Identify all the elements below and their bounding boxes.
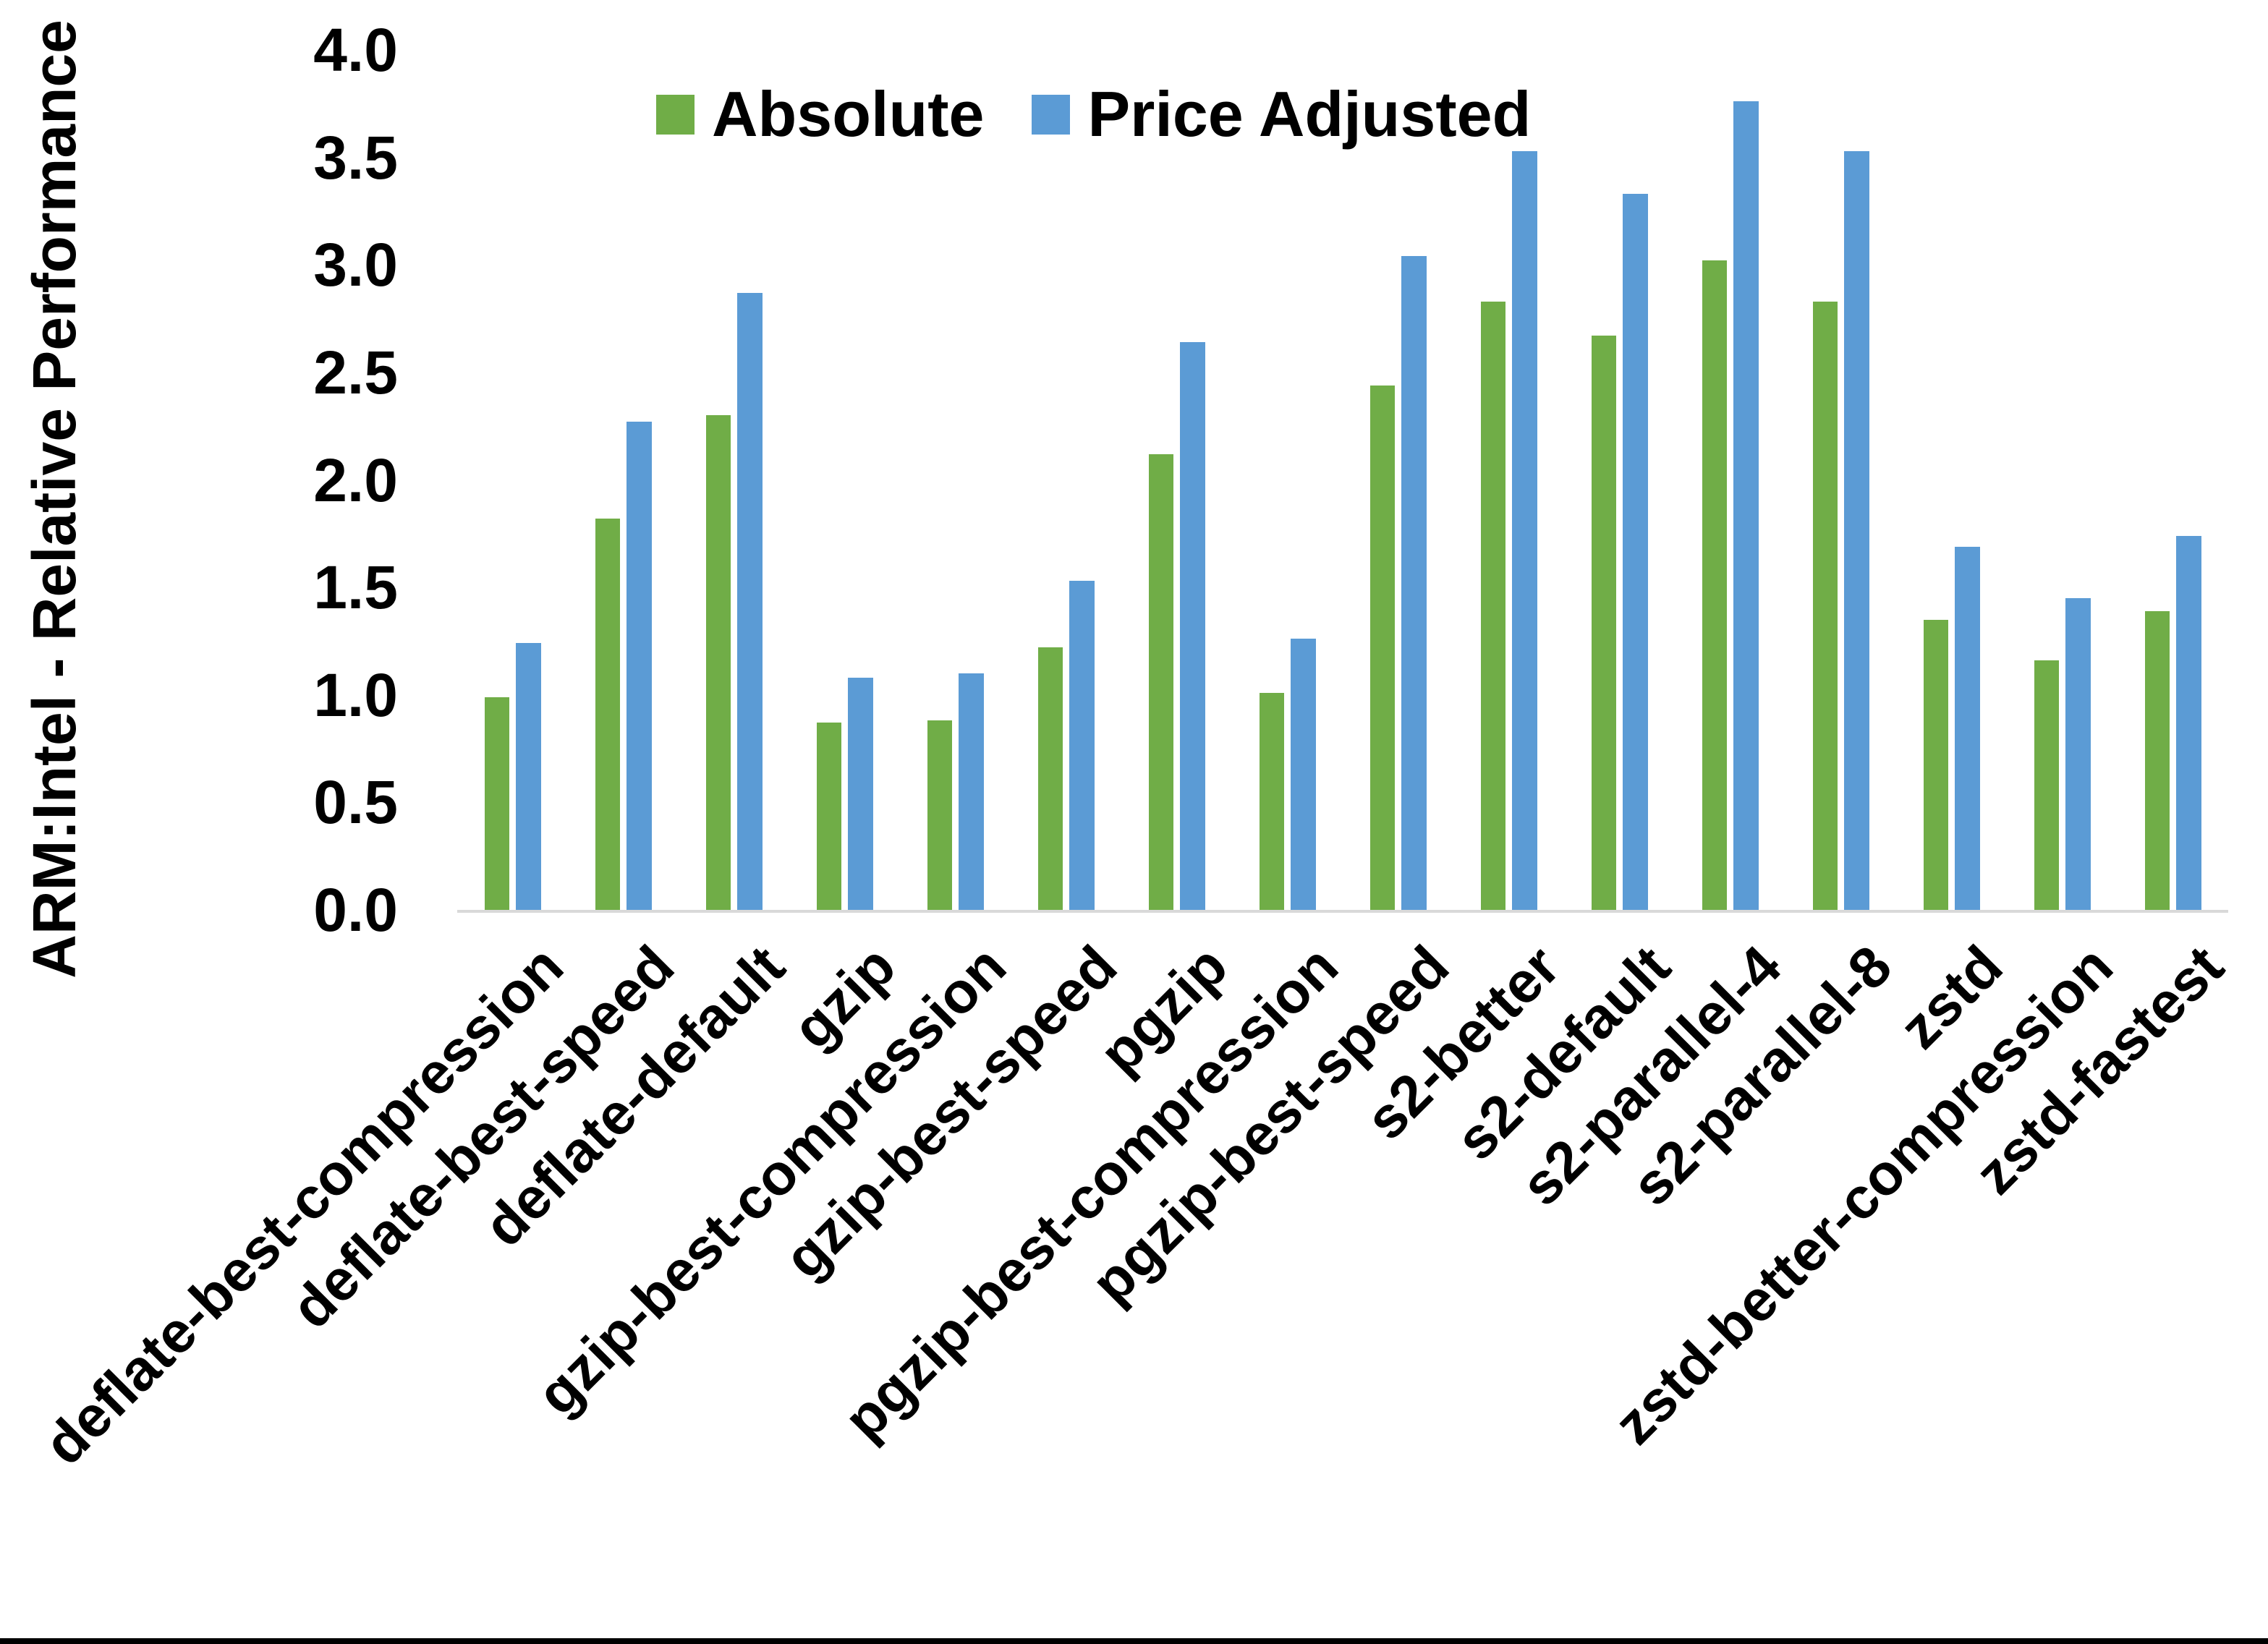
bar-price-adjusted-deflate-best-compression xyxy=(516,643,541,910)
legend-item-absolute: Absolute xyxy=(656,78,985,150)
legend-label-absolute: Absolute xyxy=(712,78,985,150)
bar-price-adjusted-zstd-better-compression xyxy=(2065,597,2091,910)
y-tick-label-0.5: 0.5 xyxy=(313,768,398,837)
bar-absolute-zstd-better-compression xyxy=(2034,660,2059,910)
y-tick-label-1.0: 1.0 xyxy=(313,660,398,729)
bar-price-adjusted-s2-parallel-8 xyxy=(1844,150,1869,910)
y-tick-label-3.0: 3.0 xyxy=(313,231,398,299)
bar-price-adjusted-pgzip-best-speed xyxy=(1401,256,1427,910)
bar-price-adjusted-s2-default xyxy=(1623,194,1648,910)
bar-price-adjusted-gzip-best-compression xyxy=(959,673,984,910)
bar-price-adjusted-zstd-fastest xyxy=(2176,535,2201,910)
bar-price-adjusted-gzip xyxy=(848,677,873,910)
y-tick-label-1.5: 1.5 xyxy=(313,553,398,622)
legend-swatch-price-adjusted-icon xyxy=(1032,94,1071,135)
bar-absolute-pgzip xyxy=(1149,453,1173,910)
bar-price-adjusted-zstd xyxy=(1955,546,1980,910)
x-axis-line xyxy=(457,910,2228,913)
bar-price-adjusted-deflate-default xyxy=(737,292,763,910)
bar-absolute-deflate-default xyxy=(706,415,731,910)
bar-price-adjusted-pgzip xyxy=(1180,342,1205,910)
bar-absolute-gzip-best-speed xyxy=(1038,647,1063,910)
bar-absolute-s2-better xyxy=(1481,301,1505,910)
y-tick-label-3.5: 3.5 xyxy=(313,123,398,192)
y-tick-label-4.0: 4.0 xyxy=(313,16,398,84)
y-tick-label-0.0: 0.0 xyxy=(313,876,398,944)
bar-absolute-zstd xyxy=(1924,619,1948,910)
bar-absolute-s2-parallel-4 xyxy=(1702,260,1727,910)
bar-price-adjusted-s2-better xyxy=(1512,150,1537,910)
legend-label-price-adjusted: Price Adjusted xyxy=(1087,78,1532,150)
bar-absolute-pgzip-best-compression xyxy=(1260,692,1284,910)
bar-absolute-zstd-fastest xyxy=(2145,610,2170,910)
bar-absolute-deflate-best-speed xyxy=(595,519,620,910)
y-axis-title: ARM:Intel - Relative Performance xyxy=(20,20,88,979)
bar-absolute-s2-default xyxy=(1592,336,1616,910)
bottom-border xyxy=(0,1638,2268,1644)
bar-absolute-deflate-best-compression xyxy=(485,697,509,910)
legend: Absolute Price Adjusted xyxy=(656,78,1532,150)
y-tick-label-2.5: 2.5 xyxy=(313,338,398,406)
legend-item-price-adjusted: Price Adjusted xyxy=(1032,78,1532,150)
bar-price-adjusted-s2-parallel-4 xyxy=(1733,101,1759,910)
bar-price-adjusted-pgzip-best-compression xyxy=(1291,639,1316,910)
bar-price-adjusted-deflate-best-speed xyxy=(627,422,652,910)
bar-absolute-pgzip-best-speed xyxy=(1370,385,1395,910)
y-tick-label-2.0: 2.0 xyxy=(313,446,398,514)
bar-absolute-gzip-best-compression xyxy=(927,720,952,910)
legend-swatch-absolute-icon xyxy=(656,94,695,135)
bar-price-adjusted-gzip-best-speed xyxy=(1069,581,1095,910)
bar-absolute-s2-parallel-8 xyxy=(1813,301,1838,910)
bar-absolute-gzip xyxy=(817,723,841,910)
